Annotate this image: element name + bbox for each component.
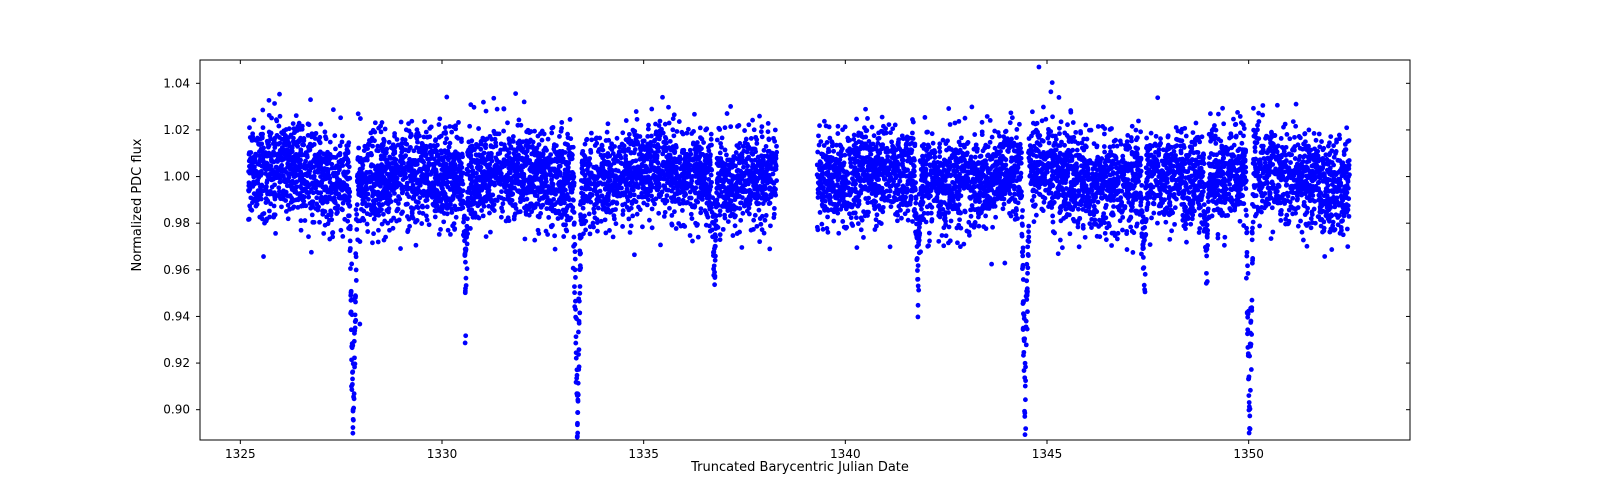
- x-tick-label: 1325: [225, 447, 256, 461]
- y-axis-label: Normalized PDC flux: [130, 80, 145, 330]
- x-tick-label: 1335: [628, 447, 659, 461]
- y-tick-label: 0.98: [163, 216, 190, 230]
- y-tick-label: 0.94: [163, 309, 190, 323]
- y-tick-label: 1.02: [163, 123, 190, 137]
- x-axis-label: Truncated Barycentric Julian Date: [0, 460, 1600, 475]
- y-tick-label: 0.90: [163, 403, 190, 417]
- y-tick-label: 0.92: [163, 356, 190, 370]
- plot-svg: 1325 1330 1335 1340 1345 1350 0.90 0.92 0.94 0.96…: [0, 0, 1600, 500]
- y-tick-label: 1.04: [163, 76, 190, 90]
- y-tick-label: 1.00: [163, 170, 190, 184]
- scatter-series: [246, 65, 1352, 440]
- x-tick-label: 1340: [830, 447, 861, 461]
- x-tick-label: 1330: [427, 447, 458, 461]
- y-tick-label: 0.96: [163, 263, 190, 277]
- lightcurve-figure: 1325 1330 1335 1340 1345 1350 0.90 0.92 0.94 0.96…: [0, 0, 1600, 500]
- x-tick-label: 1350: [1233, 447, 1264, 461]
- axes-frame: [200, 60, 1410, 440]
- x-tick-label: 1345: [1032, 447, 1063, 461]
